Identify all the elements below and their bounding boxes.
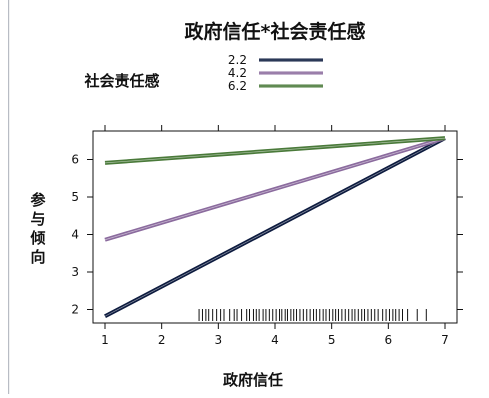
- x-tick-label-1: 1: [101, 333, 109, 347]
- x-tick-label-3: 3: [215, 333, 223, 347]
- y-tick-label-6: 6: [71, 153, 79, 167]
- legend-label-4.2: 4.2: [228, 66, 247, 80]
- y-tick-label-5: 5: [71, 190, 79, 204]
- y-axis-title-char: 向: [30, 248, 45, 266]
- legend: 2.24.26.2: [228, 53, 323, 93]
- y-axis-title-char: 参: [30, 191, 46, 209]
- series-line-highlight-4.2: [104, 137, 446, 241]
- rug-marks: [198, 309, 427, 321]
- y-tick-label-2: 2: [71, 303, 79, 317]
- y-axis-title-char: 与: [30, 210, 45, 228]
- legend-label-2.2: 2.2: [228, 53, 247, 67]
- x-axis-title: 政府信任: [223, 371, 283, 389]
- series-line-highlight-2.2: [104, 137, 446, 317]
- x-tick-label-2: 2: [158, 333, 166, 347]
- x-axis: 1 2 3 4 5 6 7: [101, 125, 449, 347]
- y-axis-title-char: 倾: [29, 229, 45, 247]
- legend-label-6.2: 6.2: [228, 79, 247, 93]
- series-line-highlight-6.2: [104, 137, 446, 164]
- x-tick-label-4: 4: [271, 333, 279, 347]
- x-tick-label-5: 5: [328, 333, 336, 347]
- legend-title: 社会责任感: [83, 72, 159, 90]
- x-tick-label-6: 6: [385, 333, 393, 347]
- series-lines: [104, 136, 446, 319]
- chart-title: 政府信任*社会责任感: [185, 20, 366, 43]
- y-axis-title: 参与倾向: [29, 191, 46, 266]
- x-tick-label-7: 7: [441, 333, 449, 347]
- y-tick-label-3: 3: [71, 265, 79, 279]
- y-axis: 2 3 4 5 6: [71, 153, 463, 317]
- left-panel-border: [8, 0, 10, 394]
- y-tick-label-4: 4: [71, 228, 79, 242]
